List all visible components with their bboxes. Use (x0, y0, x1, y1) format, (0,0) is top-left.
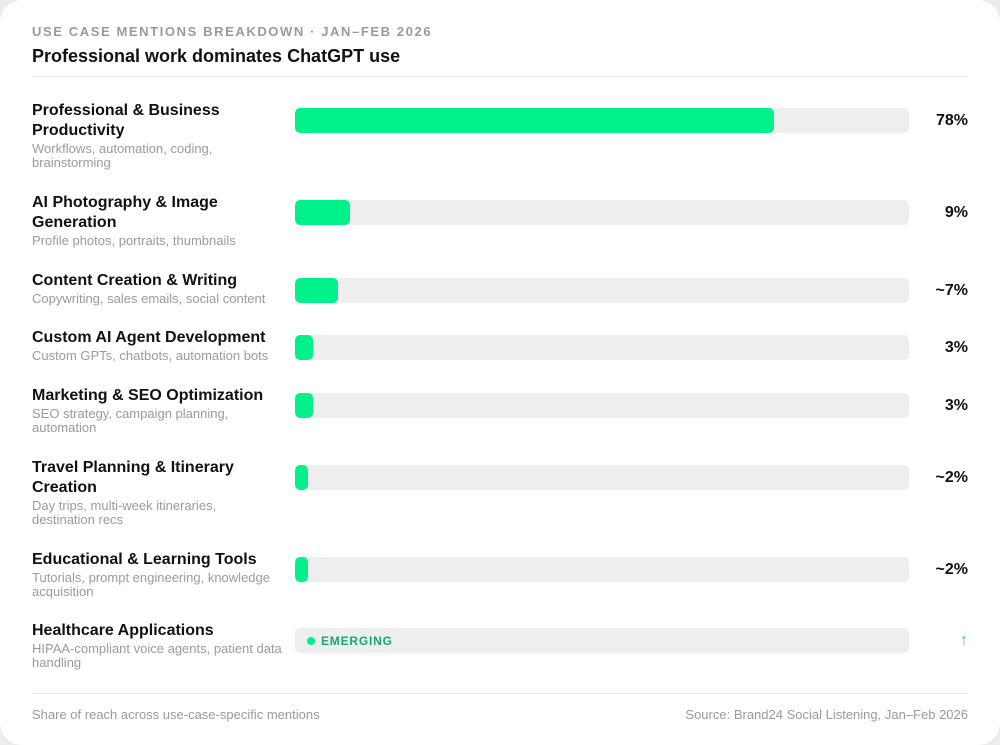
emerging-badge: EMERGING (307, 628, 393, 653)
bar-row: Travel Planning & Itinerary Creation Day … (32, 458, 968, 538)
bar (295, 393, 313, 418)
value-label: 3% (944, 339, 968, 356)
bar (295, 108, 774, 133)
bar (295, 465, 308, 490)
up-arrow-icon: ↑ (960, 632, 968, 649)
value-label: ~2% (935, 469, 968, 486)
category-subtitle: Copywriting, sales emails, social conten… (32, 291, 266, 306)
bar-row: Healthcare Applications HIPAA-compliant v… (32, 621, 968, 701)
category-title: Educational & Learning Tools (32, 551, 257, 568)
category-title: Custom AI Agent Development (32, 329, 266, 346)
category-label: Travel Planning & Itinerary Creation Day … (32, 458, 282, 527)
category-title: Marketing & SEO Optimization (32, 387, 264, 404)
category-label: Custom AI Agent Development Custom GPTs, … (32, 328, 282, 363)
value-label: ~7% (935, 282, 968, 299)
bar (295, 335, 313, 360)
value-label: ~2% (935, 561, 968, 578)
bar-row: Educational & Learning Tools Tutorials, p… (32, 550, 968, 630)
category-subtitle: SEO strategy, campaign planning, automat… (32, 406, 229, 435)
category-title: Travel Planning & Itinerary Creation (32, 459, 234, 496)
bar-track (295, 278, 909, 303)
bar-row: Content Creation & Writing Copywriting, s… (32, 271, 968, 351)
value-label: 78% (935, 112, 968, 129)
category-title: Healthcare Applications (32, 622, 214, 639)
category-title: Professional & Business Productivity (32, 102, 220, 139)
bar-track (295, 465, 909, 490)
bar-row: Marketing & SEO Optimization SEO strategy… (32, 386, 968, 466)
category-label: Marketing & SEO Optimization SEO strategy… (32, 386, 282, 435)
category-subtitle: Day trips, multi-week itineraries, desti… (32, 498, 217, 527)
status-dot-icon (307, 636, 315, 645)
category-label: Educational & Learning Tools Tutorials, p… (32, 550, 282, 599)
value-label: 9% (944, 204, 968, 221)
category-subtitle: Profile photos, portraits, thumbnails (32, 233, 236, 248)
bar-row: Custom AI Agent Development Custom GPTs, … (32, 328, 968, 408)
bar (295, 278, 338, 303)
divider (32, 693, 968, 694)
category-subtitle: Tutorials, prompt engineering, knowledge… (32, 570, 270, 599)
chart-title: Professional work dominates ChatGPT use (32, 46, 401, 66)
value-label: 3% (944, 397, 968, 414)
bar-track (295, 335, 909, 360)
bar-track (295, 200, 909, 225)
chart-kicker: USE CASE MENTIONS BREAKDOWN · JAN–FEB 20… (32, 24, 433, 39)
bar-track: EMERGING (295, 628, 909, 653)
bar (295, 200, 350, 225)
bar-track (295, 393, 909, 418)
category-subtitle: Workflows, automation, coding, brainstor… (32, 141, 213, 170)
bar-track (295, 557, 909, 582)
bar-row: Professional & Business Productivity Work… (32, 101, 968, 181)
bar-track (295, 108, 909, 133)
category-subtitle: Custom GPTs, chatbots, automation bots (32, 348, 269, 363)
category-title: AI Photography & Image Generation (32, 194, 218, 231)
category-title: Content Creation & Writing (32, 272, 238, 289)
footer-source: Source: Brand24 Social Listening, Jan–Fe… (685, 707, 968, 722)
footer-note: Share of reach across use-case-specific … (32, 707, 320, 722)
divider (32, 76, 968, 77)
bar-row: AI Photography & Image Generation Profile… (32, 193, 968, 273)
category-label: Healthcare Applications HIPAA-compliant v… (32, 621, 282, 670)
category-subtitle: HIPAA-compliant voice agents, patient da… (32, 641, 282, 670)
category-label: Content Creation & Writing Copywriting, s… (32, 271, 282, 306)
bar (295, 557, 308, 582)
category-label: AI Photography & Image Generation Profile… (32, 193, 282, 248)
emerging-label: EMERGING (321, 633, 393, 648)
category-label: Professional & Business Productivity Work… (32, 101, 282, 170)
